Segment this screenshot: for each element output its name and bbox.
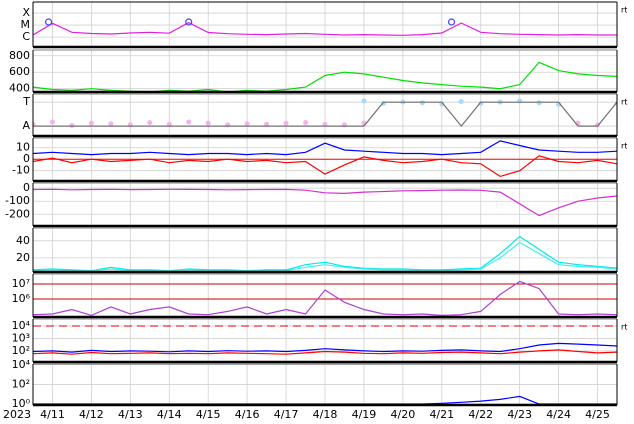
y-tick-label: X [22, 6, 30, 19]
y-tick-label: 10⁶ [12, 292, 31, 305]
data-point [186, 119, 192, 125]
data-point [88, 120, 94, 126]
data-line [33, 21, 617, 36]
data-point [458, 99, 464, 105]
data-point [108, 121, 114, 127]
y-tick-label: 10⁴ [12, 319, 31, 332]
y-tick-label: 20 [16, 251, 30, 264]
y-tick-label: 10 [16, 141, 30, 154]
y-tick-label: T [22, 95, 30, 108]
y-tick-label: C [22, 30, 30, 43]
data-point [49, 119, 55, 125]
y-tick-label: M [21, 18, 31, 31]
y-tick-label: 800 [9, 49, 30, 62]
right-label: rt [621, 323, 627, 332]
x-tick-label: 4/15 [196, 408, 221, 421]
x-tick-label: 4/22 [468, 408, 493, 421]
right-label: rt [621, 6, 627, 15]
x-tick-label: 4/12 [79, 408, 104, 421]
data-line [33, 235, 617, 272]
y-tick-label: 0 [23, 181, 30, 194]
panel: 100-10 rt [12, 137, 627, 183]
y-tick-label: -100 [5, 194, 30, 207]
y-tick-label: 0 [23, 152, 30, 165]
series-group [33, 280, 617, 317]
series-group [33, 98, 617, 128]
y-tick-label: 40 [16, 234, 30, 247]
data-point [361, 98, 367, 104]
data-point [205, 120, 211, 126]
data-line [33, 280, 617, 317]
y-tick-label: 10⁷ [12, 277, 30, 290]
x-tick-label: 4/25 [585, 408, 610, 421]
data-line [33, 155, 617, 178]
series-group [33, 188, 617, 217]
series-group [33, 235, 617, 272]
y-tick-label: 10⁴ [12, 358, 31, 371]
data-point [244, 121, 250, 127]
data-point [303, 120, 309, 126]
x-tick-label: 4/17 [274, 408, 299, 421]
y-tick-label: 10² [12, 377, 30, 390]
right-label: rt [621, 142, 627, 151]
data-line [33, 342, 617, 353]
series-group [33, 140, 617, 178]
panel: 10⁴ 10² 10⁰ [12, 358, 618, 410]
y-tick-label: -200 [5, 207, 30, 220]
data-line [33, 188, 617, 217]
x-axis-label: 2023 [3, 408, 31, 421]
data-point [447, 18, 456, 26]
data-point [283, 120, 289, 126]
panel: 800 600 400 [9, 49, 618, 95]
y-tick-label: 600 [9, 65, 30, 78]
x-tick-label: 4/19 [352, 408, 377, 421]
x-tick-label: 4/14 [157, 408, 182, 421]
x-tick-label: 4/20 [391, 408, 416, 421]
x-tick-label: 4/24 [546, 408, 571, 421]
series-group [33, 342, 617, 355]
y-tick-label: -10 [12, 164, 30, 177]
x-tick-label: 4/21 [429, 408, 454, 421]
y-tick-label: 10⁰ [12, 397, 31, 410]
data-line [33, 241, 617, 272]
x-tick-label: 4/13 [118, 408, 143, 421]
data-point [44, 18, 53, 26]
data-line [33, 140, 617, 156]
data-point [147, 120, 153, 126]
y-tick-label: A [22, 119, 30, 132]
x-tick-label: 4/11 [40, 408, 65, 421]
x-tick-label: 4/18 [313, 408, 338, 421]
panel: 0-100-200 [5, 181, 618, 228]
data-point [185, 18, 193, 26]
y-tick-label: 10² [12, 344, 30, 357]
data-line [33, 349, 617, 355]
x-tick-label: 4/16 [235, 408, 260, 421]
series-group [33, 18, 617, 36]
data-line [33, 101, 617, 128]
x-tick-label: 4/23 [507, 408, 532, 421]
y-tick-label: 10³ [12, 331, 30, 344]
y-tick-label: 400 [9, 82, 30, 95]
right-label: rt [621, 98, 627, 107]
